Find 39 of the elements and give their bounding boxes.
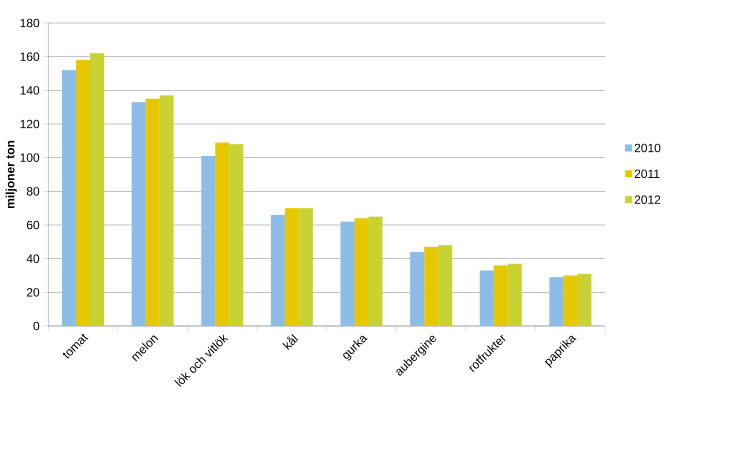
bar [577,274,592,326]
y-axis-title: miljoner ton [6,140,17,208]
bar [270,214,285,326]
y-tick-label: 140 [20,86,40,95]
bar [410,252,424,326]
bar [354,218,368,326]
bar [549,277,564,326]
bar [284,208,299,326]
legend-label: 2010 [634,144,660,152]
bar [438,245,452,326]
bar [508,264,522,326]
x-tick-label: kål [282,334,298,350]
bar [229,144,244,326]
bar [494,265,508,326]
bar [563,276,578,326]
bar [480,270,494,326]
bar [146,98,160,326]
bar [90,53,104,326]
bar [201,156,216,326]
y-tick-label: 60 [26,220,40,230]
y-tick-label: 180 [20,18,40,28]
y-tick-label: 100 [20,153,40,162]
legend-label: 2011 [634,170,660,178]
bar [424,246,438,326]
bar [62,70,76,326]
bar [160,95,174,326]
y-tick-label: 80 [26,187,40,196]
y-tick-label: 20 [26,288,40,297]
bar [215,142,230,326]
y-tick-label: 160 [20,52,40,61]
bar [368,216,382,326]
bar [76,60,90,326]
bar [298,208,313,326]
legend-label: 2012 [634,195,660,204]
bar [132,102,146,326]
y-tick-label: 120 [20,120,40,128]
bar [340,222,354,326]
y-tick-label: 0 [33,322,40,330]
y-tick-label: 40 [26,254,40,263]
